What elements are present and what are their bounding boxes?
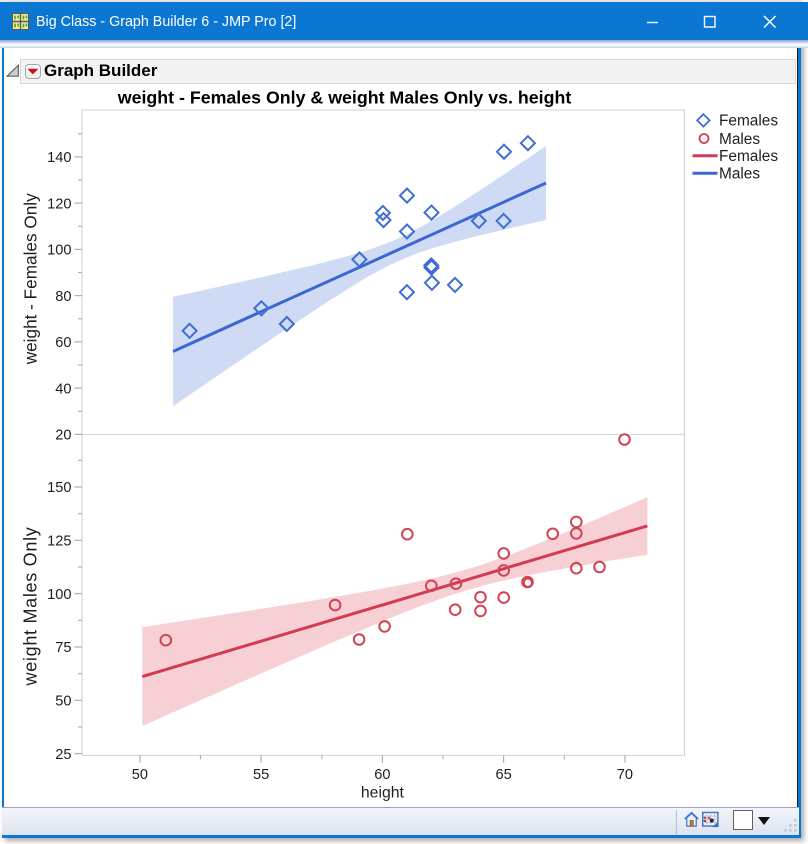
svg-text:120: 120 <box>47 196 71 212</box>
svg-text:80: 80 <box>55 289 71 305</box>
svg-text:20: 20 <box>55 428 71 444</box>
svg-text:100: 100 <box>47 243 71 259</box>
svg-text:weight - Females Only: weight - Females Only <box>21 193 41 365</box>
svg-text:Males: Males <box>719 131 760 148</box>
svg-text:Females: Females <box>719 113 778 130</box>
svg-text:75: 75 <box>55 640 71 656</box>
svg-text:150: 150 <box>47 480 71 496</box>
svg-text:100: 100 <box>47 587 71 603</box>
svg-text:25: 25 <box>55 747 71 763</box>
svg-text:weight Males Only: weight Males Only <box>21 527 41 687</box>
svg-text:Females: Females <box>719 148 778 165</box>
svg-text:70: 70 <box>617 767 633 783</box>
svg-text:65: 65 <box>495 767 511 783</box>
svg-text:125: 125 <box>47 534 71 550</box>
svg-text:55: 55 <box>253 767 269 783</box>
svg-text:height: height <box>361 785 405 802</box>
svg-text:50: 50 <box>132 767 148 783</box>
svg-text:60: 60 <box>55 335 71 351</box>
svg-text:40: 40 <box>55 381 71 397</box>
svg-text:weight - Females Only & weight: weight - Females Only & weight Males Onl… <box>117 88 572 108</box>
svg-text:50: 50 <box>55 694 71 710</box>
svg-text:Males: Males <box>719 166 760 183</box>
svg-text:60: 60 <box>374 767 390 783</box>
svg-text:140: 140 <box>47 150 71 166</box>
